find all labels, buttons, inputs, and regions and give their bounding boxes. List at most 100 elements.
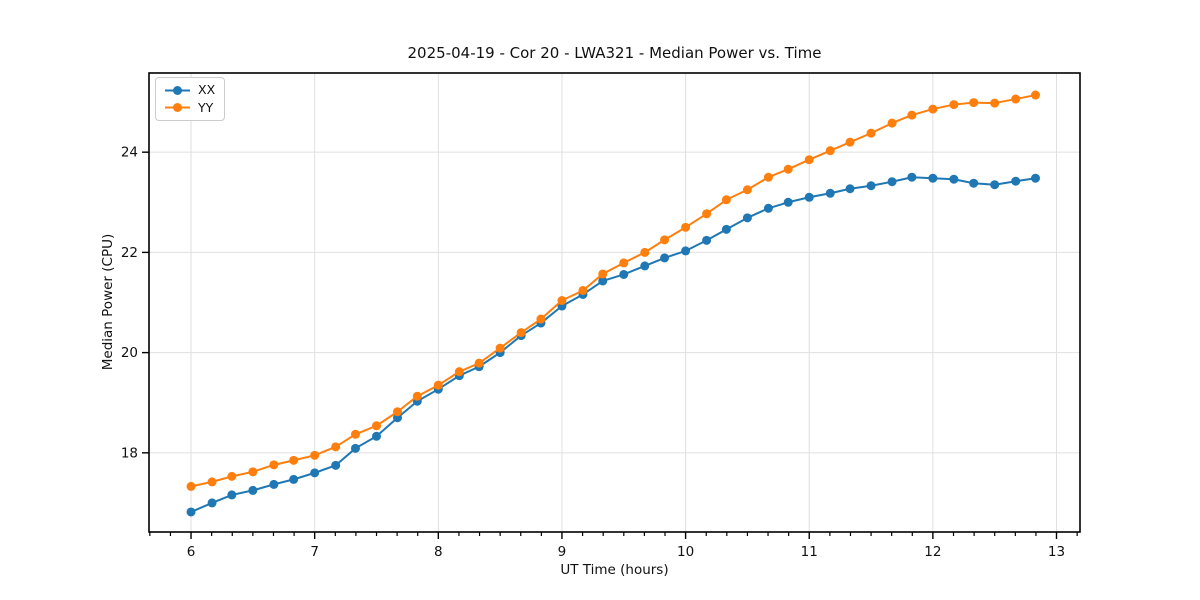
series-XX-point [907, 172, 917, 182]
y-tick-label: 22 [121, 245, 138, 261]
series-YY-point [495, 343, 505, 353]
x-tick-label: 13 [1048, 544, 1065, 560]
series-YY-point [207, 477, 217, 487]
legend-item-xx: XX [164, 82, 216, 97]
series-YY-point [289, 455, 299, 465]
series-YY-point [412, 391, 422, 401]
series-XX-point [186, 507, 196, 517]
legend-line-marker-icon [165, 85, 190, 95]
series-YY-point [454, 367, 464, 377]
series-XX-point [866, 181, 876, 191]
series-YY-point [928, 104, 938, 114]
series-YY-point [1030, 90, 1040, 100]
series-YY-point [516, 328, 526, 338]
series-YY-point [619, 258, 629, 268]
series-YY-point [783, 164, 793, 174]
series-YY-point [825, 146, 835, 156]
legend-line-marker-icon [165, 103, 190, 113]
series-XX-point [990, 180, 1000, 190]
series-XX-point [681, 246, 691, 256]
x-tick-label: 8 [434, 544, 443, 560]
series-YY-point [350, 429, 360, 439]
legend-item-yy: YY [164, 99, 215, 115]
series-YY-point [742, 185, 752, 195]
series-XX-point [887, 177, 897, 187]
series-YY-point [845, 137, 855, 147]
series-YY-point [949, 100, 959, 110]
y-tick-label: 24 [121, 145, 138, 161]
series-YY-point [331, 442, 341, 452]
series-YY-point [393, 407, 403, 417]
y-tick-label: 20 [121, 345, 138, 361]
series-XX-point [825, 188, 835, 198]
series-YY-point [371, 421, 381, 431]
series-YY-point [578, 285, 588, 295]
y-tick-label: 18 [121, 445, 138, 461]
series-YY-point [1011, 94, 1021, 104]
series-YY-point [990, 98, 1000, 108]
series-YY-point [433, 380, 443, 390]
series-YY-point [969, 98, 979, 108]
series-YY-point [907, 110, 917, 120]
legend-label-xx: XX [198, 82, 216, 97]
series-YY-point [640, 247, 650, 257]
series-XX-point [598, 276, 608, 286]
series-YY-point [660, 235, 670, 245]
series-YY-point [721, 195, 731, 205]
series-YY-point [474, 358, 484, 368]
series-XX-point [928, 173, 938, 183]
legend-label-yy: YY [198, 99, 214, 115]
series-XX-point [289, 474, 299, 484]
series-XX-point [619, 269, 629, 279]
series-XX-point [248, 485, 258, 495]
series-XX-point [845, 184, 855, 194]
plot-border [148, 72, 1081, 533]
series-XX-point [783, 197, 793, 207]
series-YY-point [310, 450, 320, 460]
x-axis-label: UT Time (hours) [560, 562, 669, 578]
y-axis-label: Median Power (CPU) [100, 233, 116, 371]
x-tick-label: 10 [677, 544, 694, 560]
legend: XX YY [155, 77, 226, 121]
series-YY-point [248, 467, 258, 477]
chart-title: 2025-04-19 - Cor 20 - LWA321 - Median Po… [407, 44, 822, 62]
series-XX-point [207, 498, 217, 508]
series-YY-point [681, 222, 691, 232]
series-YY-line [190, 94, 1036, 488]
series-XX-point [763, 203, 773, 213]
series-XX-point [660, 253, 670, 263]
series-XX-point [702, 235, 712, 245]
x-tick-label: 6 [187, 544, 196, 560]
series-YY-point [866, 128, 876, 138]
series-YY-point [763, 172, 773, 182]
series-YY-point [887, 118, 897, 128]
series-YY-point [804, 155, 814, 165]
series-XX-point [742, 213, 752, 223]
series-YY-point [598, 269, 608, 279]
series-XX-point [1011, 176, 1021, 186]
series-XX-point [804, 192, 814, 202]
series-XX-point [371, 431, 381, 441]
series-YY-point [702, 209, 712, 219]
series-XX-point [310, 468, 320, 478]
series-YY-point [536, 314, 546, 324]
series-XX-point [640, 261, 650, 271]
series-XX-point [1030, 173, 1040, 183]
series-YY-point [186, 481, 196, 491]
x-tick-label: 9 [558, 544, 567, 560]
series-XX-point [721, 224, 731, 234]
series-XX-line [190, 176, 1036, 513]
series-XX-point [269, 479, 279, 489]
series-XX-point [331, 460, 341, 470]
series-YY-point [557, 295, 567, 305]
x-tick-label: 12 [924, 544, 941, 560]
series-YY-point [269, 460, 279, 470]
x-tick-label: 7 [310, 544, 319, 560]
series-XX-point [969, 178, 979, 188]
series-YY-point [227, 471, 237, 481]
series-XX-point [949, 174, 959, 184]
series-XX-point [350, 443, 360, 453]
series-XX-point [227, 490, 237, 500]
